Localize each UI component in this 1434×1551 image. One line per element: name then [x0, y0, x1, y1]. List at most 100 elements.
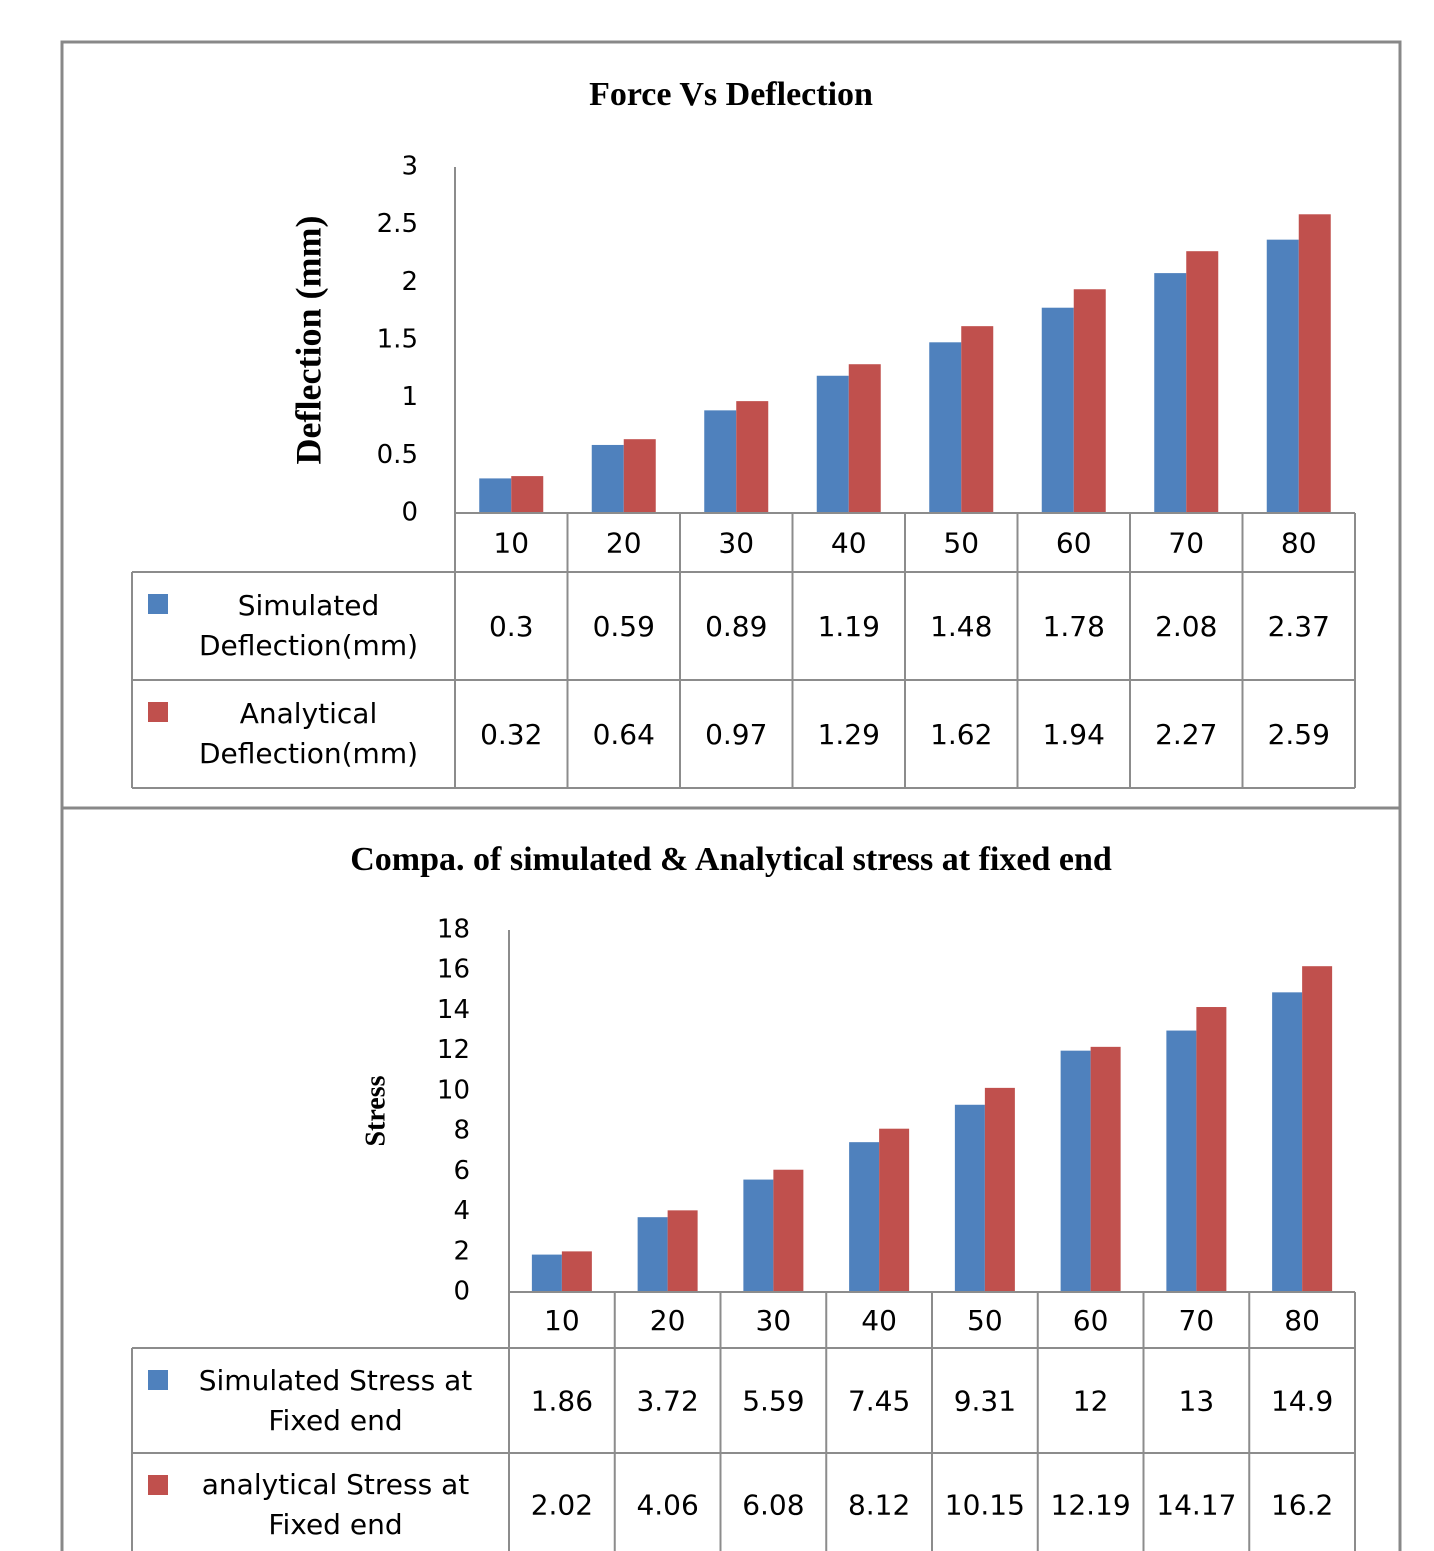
table-value: 12	[1073, 1385, 1109, 1418]
bar	[667, 1210, 698, 1292]
table-value: 1.19	[818, 610, 880, 643]
bar	[591, 444, 624, 513]
y-tick-label: 6	[453, 1156, 470, 1186]
y-tick-label: 2	[453, 1236, 470, 1266]
bar	[816, 375, 849, 513]
table-value: 9.31	[954, 1385, 1016, 1418]
x-tick-label: 10	[493, 527, 529, 560]
x-tick-label: 80	[1281, 527, 1317, 560]
bar	[984, 1087, 1015, 1292]
bar	[1298, 214, 1331, 513]
y-tick-label: 8	[453, 1116, 470, 1146]
y-tick-label: 1	[401, 382, 418, 412]
y-tick-label: 14	[437, 995, 470, 1025]
table-value: 1.48	[930, 610, 992, 643]
y-tick-label: 2	[401, 267, 418, 297]
table-value: 14.9	[1271, 1385, 1333, 1418]
bar	[1041, 307, 1074, 513]
table-value: 1.94	[1043, 718, 1105, 751]
bar	[849, 1142, 880, 1292]
bar	[1073, 289, 1106, 513]
legend-entry-box: analytical Stress at Fixed end	[202, 1468, 470, 1541]
x-tick-label: 60	[1073, 1304, 1109, 1337]
y-axis-label: Stress	[360, 1075, 391, 1146]
bar	[531, 1254, 562, 1292]
table-value: 0.89	[705, 610, 767, 643]
y-tick-label: 0	[453, 1277, 470, 1307]
legend-entry-box: Simulated Stress at Fixed end	[198, 1363, 473, 1437]
bar	[704, 410, 737, 513]
x-tick-label: 50	[943, 527, 979, 560]
bar	[961, 326, 994, 513]
y-tick-label: 3	[401, 152, 418, 182]
x-tick-label: 60	[1056, 527, 1092, 560]
table-value: 4.06	[636, 1489, 698, 1522]
legend-swatch	[148, 1370, 168, 1390]
bar	[1266, 239, 1299, 513]
bar	[773, 1169, 804, 1292]
table-value: 10.15	[945, 1489, 1025, 1522]
x-tick-label: 80	[1284, 1304, 1320, 1337]
table-value: 2.08	[1155, 610, 1217, 643]
table-value: 12.19	[1051, 1489, 1131, 1522]
table-value: 14.17	[1156, 1489, 1236, 1522]
y-tick-label: 1.5	[377, 325, 418, 355]
panel-border	[60, 806, 1402, 1551]
legend-swatch	[148, 702, 168, 722]
bar	[637, 1217, 668, 1292]
table-value: 5.59	[742, 1385, 804, 1418]
table-value: 16.2	[1271, 1489, 1333, 1522]
bar	[561, 1251, 592, 1292]
bar	[1196, 1007, 1227, 1292]
table-value: 0.32	[480, 718, 542, 751]
table-value: 0.59	[593, 610, 655, 643]
y-tick-label: 12	[437, 1035, 470, 1065]
table-value: 2.27	[1155, 718, 1217, 751]
x-tick-label: 40	[861, 1304, 897, 1337]
bar	[954, 1104, 985, 1292]
table-value: 8.12	[848, 1489, 910, 1522]
y-tick-label: 2.5	[377, 209, 418, 239]
table-value: 0.3	[489, 610, 534, 643]
bar	[1166, 1030, 1197, 1292]
legend-entry-box: Simulated Deflection(mm)	[199, 589, 418, 662]
x-tick-label: 40	[831, 527, 867, 560]
bar	[736, 401, 769, 513]
table-value: 2.59	[1268, 718, 1330, 751]
x-tick-label: 10	[544, 1304, 580, 1337]
y-tick-label: 16	[437, 955, 470, 985]
bar	[929, 342, 962, 513]
bar	[879, 1128, 910, 1292]
y-tick-label: 0	[401, 498, 418, 528]
table-value: 0.97	[705, 718, 767, 751]
x-tick-label: 30	[756, 1304, 792, 1337]
y-axis-label: Deflection (mm)	[288, 216, 328, 465]
legend-entry: Simulated Stress at Fixed end	[198, 1363, 473, 1437]
table-value: 1.29	[818, 718, 880, 751]
table-value: 1.86	[531, 1385, 593, 1418]
x-tick-label: 20	[606, 527, 642, 560]
legend-swatch	[148, 1475, 168, 1495]
legend-entry-box: Analytical Deflection(mm)	[198, 697, 419, 770]
x-tick-label: 70	[1179, 1304, 1215, 1337]
bar	[1060, 1050, 1091, 1292]
chart-title: Force Vs Deflection	[589, 76, 873, 113]
table-value: 1.62	[930, 718, 992, 751]
x-tick-label: 70	[1168, 527, 1204, 560]
y-tick-label: 10	[437, 1075, 470, 1105]
bar	[479, 478, 512, 513]
chart-title: Compa. of simulated & Analytical stress …	[350, 841, 1112, 878]
bar	[848, 364, 881, 513]
table-value: 2.37	[1268, 610, 1330, 643]
bar	[743, 1179, 774, 1292]
bar	[1272, 992, 1303, 1292]
y-tick-label: 18	[437, 915, 470, 945]
table-value: 1.78	[1043, 610, 1105, 643]
bar	[1302, 966, 1333, 1292]
bar	[1090, 1046, 1121, 1292]
bar	[511, 476, 544, 513]
legend-entry: Analytical Deflection(mm)	[198, 697, 419, 770]
legend-swatch	[148, 594, 168, 614]
table-value: 6.08	[742, 1489, 804, 1522]
